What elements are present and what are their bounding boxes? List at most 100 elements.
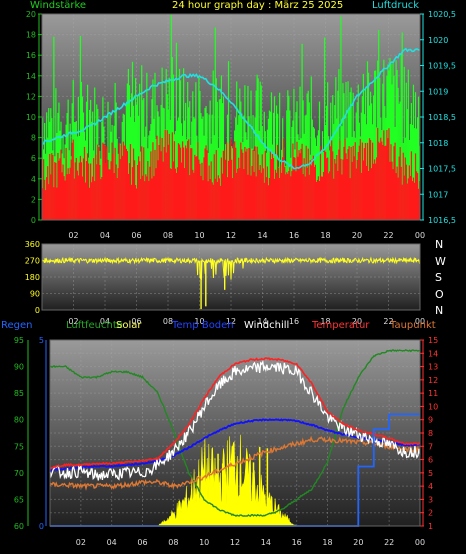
windspeed-bar: [68, 173, 70, 220]
bottom-x-tick: 20: [353, 538, 363, 547]
windspeed-bar: [57, 152, 59, 220]
windspeed-bar: [294, 157, 296, 220]
windspeed-bar: [156, 135, 158, 220]
windspeed-bar: [81, 176, 84, 220]
windspeed-bar: [380, 137, 382, 220]
windspeed-bar: [166, 130, 168, 220]
top-x-tick: 00: [415, 231, 425, 240]
gust-bar: [345, 81, 347, 221]
windspeed-bar: [266, 166, 268, 220]
windspeed-bar: [340, 158, 342, 220]
gust-bar: [218, 99, 220, 220]
gust-bar: [85, 101, 88, 220]
windspeed-bar: [145, 174, 147, 220]
windspeed-bar: [392, 169, 394, 220]
windspeed-bar: [371, 142, 374, 220]
windspeed-bar: [283, 138, 285, 220]
top-x-tick: 02: [68, 231, 78, 240]
windspeed-bar: [374, 159, 376, 220]
windspeed-bar: [246, 148, 248, 220]
windspeed-bar: [59, 158, 61, 220]
gust-bar: [127, 68, 130, 220]
gust-bar: [44, 123, 46, 220]
windspeed-bar: [55, 162, 57, 220]
windspeed-bar: [205, 145, 207, 220]
windspeed-bar: [335, 163, 337, 220]
gust-bar: [45, 153, 47, 220]
wind-direction-line: [41, 256, 421, 281]
windspeed-bar: [71, 142, 73, 220]
gust-bar: [48, 108, 50, 220]
windspeed-bar: [295, 171, 297, 220]
windspeed-bar: [241, 149, 243, 220]
windspeed-bar: [312, 155, 314, 220]
windspeed-bar: [119, 159, 121, 220]
windspeed-bar: [364, 143, 367, 220]
gust-bar: [84, 140, 87, 220]
windspeed-bar: [108, 169, 110, 220]
gust-bar: [53, 36, 55, 220]
windspeed-bar: [356, 160, 358, 220]
gust-bar: [287, 90, 289, 220]
windspeed-bar: [367, 170, 370, 220]
gust-bar: [79, 35, 82, 220]
gust-bar: [250, 90, 252, 221]
windspeed-bar: [377, 127, 379, 220]
windspeed-bar: [134, 185, 137, 220]
windspeed-bar: [157, 160, 159, 220]
mid-x-tick: 20: [352, 317, 362, 326]
windspeed-bar: [175, 172, 178, 220]
windspeed-bar: [313, 166, 315, 220]
rain-axis-tick: 5: [39, 336, 44, 345]
gust-bar: [295, 112, 297, 220]
gust-bar: [73, 122, 75, 220]
windspeed-bar: [252, 149, 254, 220]
windspeed-bar: [150, 151, 152, 220]
windspeed-bar: [99, 164, 101, 220]
windspeed-bar: [129, 144, 132, 220]
windspeed-bar: [56, 187, 58, 220]
gust-bar: [153, 118, 155, 220]
mid-x-tick: 14: [257, 317, 267, 326]
gust-bar: [263, 111, 265, 220]
gust-bar: [416, 117, 419, 220]
windspeed-bar: [174, 168, 177, 220]
windspeed-bar: [80, 162, 83, 220]
gust-bar: [279, 92, 281, 220]
windspeed-bar: [297, 156, 299, 220]
gust-bar: [392, 63, 394, 220]
windspeed-bar: [50, 174, 52, 220]
windspeed-bar: [344, 138, 346, 220]
windspeed-bar: [403, 175, 405, 220]
windspeed-bar: [161, 137, 163, 220]
windspeed-bar: [336, 155, 338, 220]
top-y-right-tick: 1020,5: [428, 10, 456, 19]
windspeed-bar: [373, 163, 375, 220]
windspeed-bar: [73, 178, 75, 220]
windspeed-bar: [310, 165, 312, 220]
bottom-y-left-tick: 75: [14, 442, 24, 451]
windspeed-bar: [122, 141, 124, 220]
gust-bar: [323, 37, 326, 221]
windspeed-bar: [185, 145, 187, 220]
windspeed-bar: [67, 168, 69, 220]
windspeed-bar: [46, 177, 48, 220]
gust-bar: [182, 68, 185, 221]
windspeed-bar: [90, 163, 92, 220]
bottom-y-right-tick: 1: [428, 522, 433, 531]
windspeed-bar: [77, 175, 79, 220]
gust-bar: [318, 101, 321, 220]
windspeed-bar: [261, 154, 263, 220]
windspeed-bar: [378, 141, 380, 220]
gust-bar: [340, 16, 342, 221]
windspeed-bar: [359, 139, 361, 220]
windspeed-bar: [417, 188, 420, 220]
windspeed-bar: [265, 177, 267, 220]
windspeed-bar: [155, 168, 157, 220]
windspeed-bar: [173, 141, 176, 220]
gust-bar: [67, 99, 69, 220]
gust-bar: [178, 68, 181, 220]
windspeed-bar: [409, 175, 412, 220]
mid-x-tick: 16: [289, 317, 299, 326]
gust-bar: [362, 73, 365, 220]
